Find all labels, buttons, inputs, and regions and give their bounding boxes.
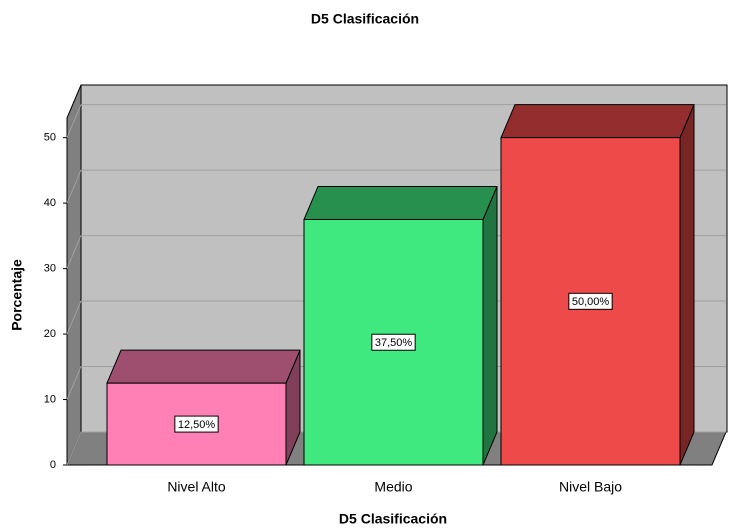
y-tick-label: 50 [44, 132, 56, 144]
grid-line [66, 366, 82, 400]
bar-side [482, 186, 498, 466]
value-label: 50,00% [572, 296, 610, 308]
value-label-box [174, 415, 219, 433]
y-axis-label: Porcentaje [9, 259, 25, 331]
y-tick-label: 20 [44, 328, 56, 340]
value-label-box [568, 292, 613, 310]
grid-line [66, 300, 82, 335]
value-label: 12,50% [178, 419, 216, 431]
x-tick-label: Nivel Alto [167, 479, 226, 495]
value-label: 37,50% [375, 337, 413, 349]
x-axis-label: D5 Clasificación [339, 511, 447, 527]
grid-line [66, 104, 82, 138]
bar-side [679, 104, 695, 466]
x-tick-label: Medio [374, 479, 412, 495]
y-tick-label: 0 [50, 459, 56, 471]
grid-line [66, 235, 82, 269]
y-tick-label: 10 [44, 393, 56, 405]
bar-top [106, 349, 301, 384]
chart-title: D5 Clasificación [311, 11, 419, 27]
value-label-box [371, 333, 416, 351]
y-tick-label: 30 [44, 262, 56, 274]
grid-line [66, 169, 82, 204]
bar-top [303, 185, 498, 220]
bar-top [500, 104, 695, 139]
x-tick-label: Nivel Bajo [559, 479, 622, 495]
y-tick-label: 40 [44, 197, 56, 209]
grid-line [66, 431, 82, 466]
left-wall [66, 84, 82, 466]
